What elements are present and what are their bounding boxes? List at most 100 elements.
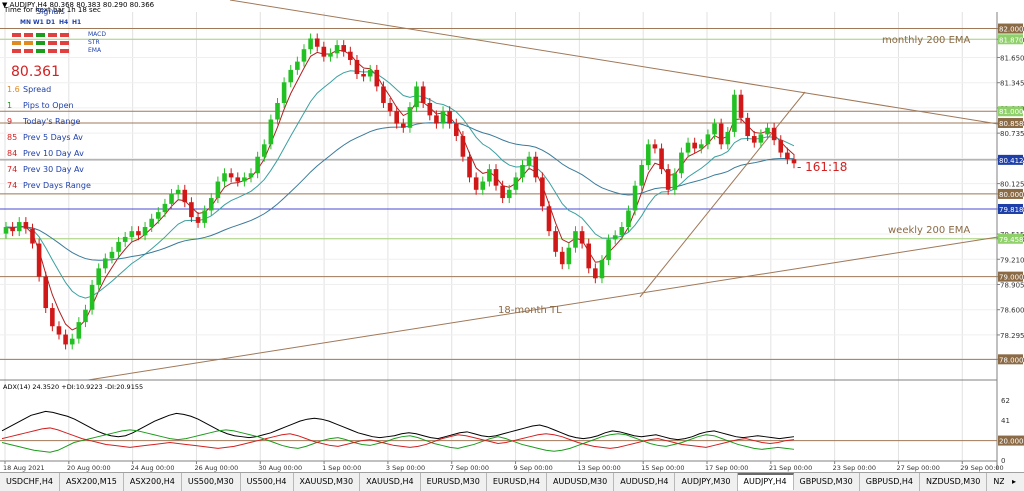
ema-line xyxy=(5,121,795,261)
candle-body xyxy=(632,185,638,211)
chart-tab[interactable]: ASX200,M15 xyxy=(60,473,124,491)
chart-tab[interactable]: AUDJPY,M30 xyxy=(675,473,738,491)
signal-label: EMA xyxy=(88,47,102,54)
candle-body xyxy=(348,51,353,60)
candle xyxy=(23,217,29,234)
tab-scroll-right[interactable]: ▸ xyxy=(1004,472,1024,491)
candle-body xyxy=(639,164,644,186)
candle-body xyxy=(129,231,135,237)
candle xyxy=(295,56,300,75)
pattern-label: - 161:18 xyxy=(797,160,847,174)
candle-body xyxy=(626,210,631,228)
candle xyxy=(758,129,764,148)
price-tag-label: 80.000 xyxy=(999,191,1024,199)
adx-tick-label: 41 xyxy=(1001,417,1010,425)
candle xyxy=(248,168,254,183)
candle xyxy=(679,147,684,179)
candle-body xyxy=(361,74,366,77)
horizontal-levels xyxy=(0,28,997,360)
price-tag: 80.858 xyxy=(998,117,1024,128)
candle-body xyxy=(275,102,280,120)
stat-row: 85 Prev 5 Days Av xyxy=(7,133,83,142)
stat-value: 1 xyxy=(7,101,13,110)
time-tick-label: 17 Sep 00:00 xyxy=(705,464,748,472)
time-tick-label: 15 Sep 00:00 xyxy=(641,464,684,472)
candle xyxy=(374,64,380,92)
chart-tab[interactable]: NZDUSD,M30 xyxy=(920,473,988,491)
signal-box xyxy=(36,49,45,53)
candle-body xyxy=(314,38,320,47)
candle xyxy=(480,176,486,195)
candle-body xyxy=(63,334,68,345)
chart-tab[interactable]: EURUSD,H4 xyxy=(487,473,548,491)
candle xyxy=(692,137,697,154)
chart-tab[interactable]: US500,H4 xyxy=(241,473,294,491)
candle xyxy=(732,89,737,137)
candle xyxy=(89,279,95,315)
chart-tab[interactable]: USDCHF,H4 xyxy=(0,473,60,491)
stat-value: 74 xyxy=(7,165,18,174)
signal-box xyxy=(60,33,69,37)
price-tick-label: 79.210 xyxy=(1000,256,1024,264)
candle-body xyxy=(50,308,55,327)
price-tag: 81.870 xyxy=(998,34,1024,45)
candle xyxy=(3,222,9,239)
signals-title: Signals xyxy=(36,7,65,16)
candle-body xyxy=(295,61,300,70)
chart-tab[interactable]: XAUUSD,H4 xyxy=(360,473,421,491)
candle-body xyxy=(308,38,313,50)
candle xyxy=(314,33,320,52)
candle-body xyxy=(785,152,790,160)
candle-body xyxy=(341,45,347,52)
stat-value: 85 xyxy=(7,133,18,142)
candle-body xyxy=(698,144,704,149)
chart-tab[interactable]: XAUUSD,M30 xyxy=(294,473,361,491)
price-tag: 80.000 xyxy=(998,188,1024,199)
chart-tab[interactable]: EURUSD,M30 xyxy=(421,473,487,491)
candle xyxy=(182,184,188,208)
chart-tab[interactable]: ASX200,H4 xyxy=(124,473,182,491)
candle-body xyxy=(136,231,141,236)
candle-body xyxy=(652,144,658,149)
candle xyxy=(460,131,466,162)
candle-body xyxy=(189,202,194,218)
time-tick-label: 24 Aug 00:00 xyxy=(131,464,175,472)
candle xyxy=(215,176,221,204)
candle xyxy=(434,110,439,129)
chart-tab[interactable]: GBPUSD,M30 xyxy=(794,473,860,491)
chart-tab[interactable]: US500,M30 xyxy=(182,473,241,491)
stat-row: 1.6 Spread xyxy=(7,85,51,94)
candle-body xyxy=(281,82,287,103)
candle-body xyxy=(500,185,505,199)
candle-body xyxy=(3,227,9,234)
candle-body xyxy=(288,69,294,83)
price-tags: 82.000 81.870 81.000 80.858 80.412 80.000 79.8… xyxy=(998,23,1024,365)
adx-tick-label: 0 xyxy=(1001,457,1005,465)
candle xyxy=(301,44,307,67)
candle xyxy=(242,172,247,187)
candle xyxy=(738,89,744,123)
candle xyxy=(414,81,419,113)
candle xyxy=(573,226,578,253)
candle-body xyxy=(16,222,22,232)
price-tag-label: 79.458 xyxy=(999,236,1024,244)
chart-tab[interactable]: AUDUSD,M30 xyxy=(547,473,615,491)
chart-tab[interactable]: AUDUSD,H4 xyxy=(614,473,676,491)
candle xyxy=(473,172,479,195)
candle-body xyxy=(732,94,737,132)
chart-tab[interactable]: AUDJPY,H4 xyxy=(737,473,794,490)
candle xyxy=(626,205,631,232)
stat-label: Today's Range xyxy=(23,117,81,126)
signal-box xyxy=(24,49,33,53)
candle-body xyxy=(447,111,452,124)
candle xyxy=(672,168,678,195)
chart-tab[interactable]: GBPUSD,H4 xyxy=(860,473,921,491)
candle-body xyxy=(162,203,168,213)
signal-box xyxy=(60,49,69,53)
stat-label: Prev 10 Day Av xyxy=(23,149,84,158)
signal-row xyxy=(12,33,69,37)
signal-box xyxy=(48,41,57,45)
candle-body xyxy=(248,173,254,178)
candle-body xyxy=(540,177,545,207)
candle-body xyxy=(493,169,499,186)
